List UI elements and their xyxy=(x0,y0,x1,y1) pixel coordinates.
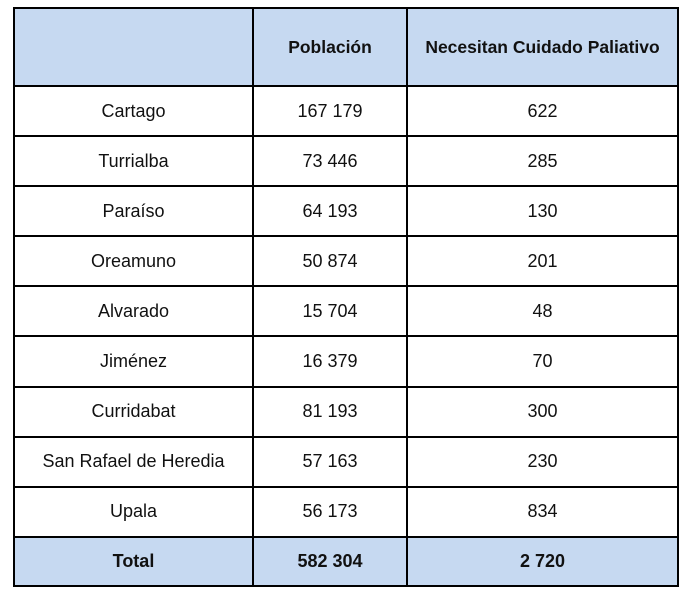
poblacion-cell: 73 446 xyxy=(252,135,408,188)
row-name-cell: Jiménez xyxy=(13,335,254,388)
paliativo-cell: 834 xyxy=(406,485,679,538)
poblacion-cell: 167 179 xyxy=(252,84,408,138)
paliativo-cell: 230 xyxy=(406,435,679,488)
table-row: Oreamuno 50 874 201 xyxy=(13,235,679,288)
paliativo-cell: 201 xyxy=(406,235,679,288)
table-row: Alvarado 15 704 48 xyxy=(13,285,679,338)
row-name-cell: Paraíso xyxy=(13,185,254,238)
paliativo-cell: 130 xyxy=(406,185,679,238)
row-name-cell: Upala xyxy=(13,485,254,538)
total-label-cell: Total xyxy=(13,535,254,588)
poblacion-cell: 15 704 xyxy=(252,285,408,338)
poblacion-cell: 81 193 xyxy=(252,385,408,438)
poblacion-cell: 64 193 xyxy=(252,185,408,238)
table-row: Jiménez 16 379 70 xyxy=(13,335,679,388)
poblacion-cell: 50 874 xyxy=(252,235,408,288)
header-cuidado-paliativo: Necesitan Cuidado Paliativo xyxy=(406,7,679,87)
total-paliativo-cell: 2 720 xyxy=(406,535,679,588)
header-poblacion: Población xyxy=(252,7,408,87)
row-name-cell: Oreamuno xyxy=(13,235,254,288)
header-row: Población Necesitan Cuidado Paliativo xyxy=(13,7,679,87)
poblacion-cell: 56 173 xyxy=(252,485,408,538)
table-row: Paraíso 64 193 130 xyxy=(13,185,679,238)
table-row: Curridabat 81 193 300 xyxy=(13,385,679,438)
table-row: Upala 56 173 834 xyxy=(13,485,679,538)
paliativo-cell: 300 xyxy=(406,385,679,438)
row-name-cell: Cartago xyxy=(13,84,254,138)
total-poblacion-cell: 582 304 xyxy=(252,535,408,588)
paliativo-cell: 622 xyxy=(406,84,679,138)
row-name-cell: San Rafael de Heredia xyxy=(13,435,254,488)
paliativo-cell: 285 xyxy=(406,135,679,188)
paliativo-cell: 70 xyxy=(406,335,679,388)
paliativo-cell: 48 xyxy=(406,285,679,338)
row-name-cell: Turrialba xyxy=(13,135,254,188)
population-table: Población Necesitan Cuidado Paliativo Ca… xyxy=(13,7,679,588)
row-name-cell: Alvarado xyxy=(13,285,254,338)
table-row: San Rafael de Heredia 57 163 230 xyxy=(13,435,679,488)
row-name-cell: Curridabat xyxy=(13,385,254,438)
total-row: Total 582 304 2 720 xyxy=(13,535,679,588)
table-row: Cartago 167 179 622 xyxy=(13,84,679,138)
poblacion-cell: 57 163 xyxy=(252,435,408,488)
table-row: Turrialba 73 446 285 xyxy=(13,135,679,188)
header-empty-cell xyxy=(13,7,254,87)
poblacion-cell: 16 379 xyxy=(252,335,408,388)
